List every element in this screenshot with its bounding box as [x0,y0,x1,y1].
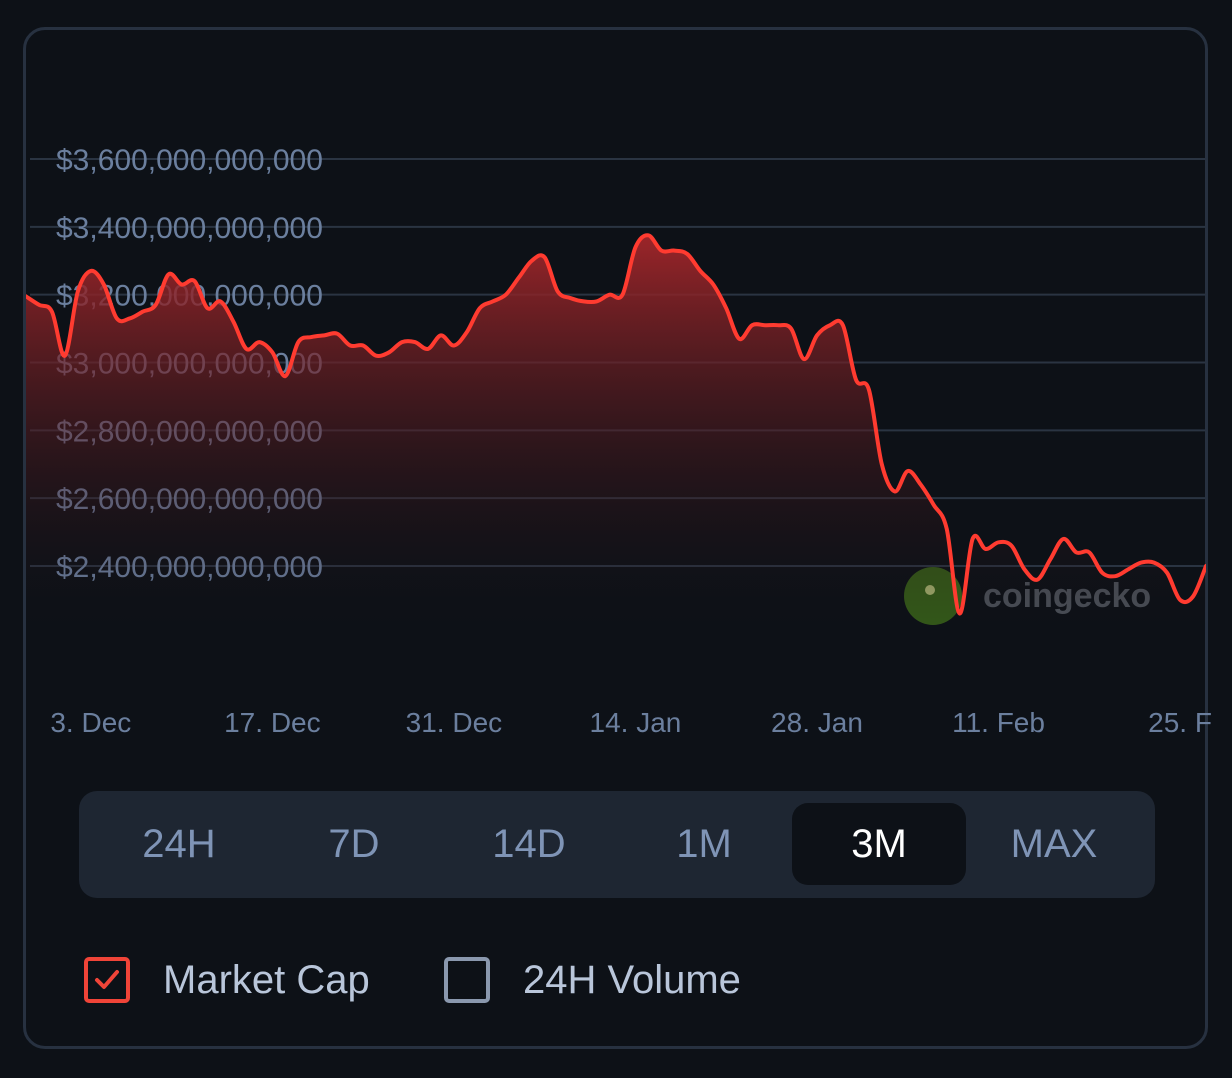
x-tick-label: 3. Dec [50,707,131,738]
x-tick-label: 17. Dec [224,707,321,738]
y-tick-label: $3,600,000,000,000 [56,144,323,177]
time-range-selector: 24H 7D 14D 1M 3M MAX [79,791,1155,898]
volume-toggle[interactable]: 24H Volume [444,952,741,1008]
market-cap-line [26,233,1206,616]
range-7d-button[interactable]: 7D [328,821,380,866]
x-tick-label: 25. F [1148,707,1212,738]
market-cap-chart: $3,600,000,000,000$3,400,000,000,000$3,2… [26,144,1212,738]
market-cap-checkbox[interactable] [84,957,130,1003]
volume-label: 24H Volume [523,957,741,1002]
range-24h-button[interactable]: 24H [142,821,216,866]
x-tick-label: 28. Jan [771,707,863,738]
x-axis-labels: 3. Dec 17. Dec 31. Dec 14. Jan 28. Jan 11. Fe… [50,707,1212,738]
checkmark-icon [95,970,119,989]
market-cap-label: Market Cap [163,957,370,1002]
range-max-button[interactable]: MAX [1010,821,1098,866]
range-14d-button[interactable]: 14D [492,821,566,866]
range-1m-button[interactable]: 1M [676,821,732,866]
x-tick-label: 31. Dec [406,707,503,738]
volume-checkbox[interactable] [444,957,490,1003]
market-cap-toggle[interactable]: Market Cap [84,952,370,1008]
x-tick-label: 14. Jan [590,707,682,738]
x-tick-label: 11. Feb [952,707,1045,738]
y-tick-label: $3,400,000,000,000 [56,212,323,245]
range-3m-button[interactable]: 3M [792,803,966,885]
